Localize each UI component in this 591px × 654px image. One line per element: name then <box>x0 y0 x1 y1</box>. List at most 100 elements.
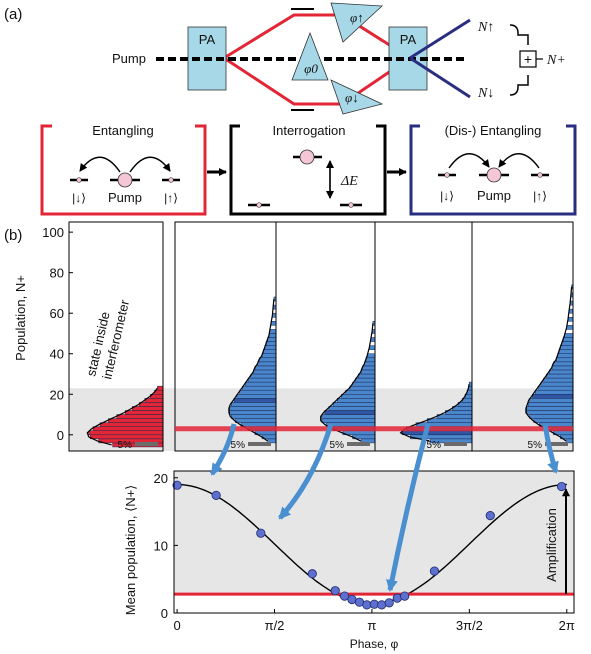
data-point <box>256 528 266 538</box>
dis-left-state: |↓⟩ <box>440 189 454 203</box>
scatter-xlabel: Phase, φ <box>350 637 399 651</box>
histogram-bar <box>560 345 574 350</box>
disentangling-box: (Dis-) Entangling |↓⟩ Pump |↑⟩ <box>409 123 577 216</box>
y-tick-label: 0 <box>57 428 64 443</box>
upper-arm <box>223 13 411 60</box>
scatter-frame <box>173 470 575 614</box>
pointer-arrow-2 <box>278 423 334 520</box>
data-point <box>400 591 410 601</box>
histogram-bar <box>131 406 164 411</box>
histogram-bar <box>264 345 277 350</box>
n-plus-label: N+ <box>546 53 566 68</box>
phi-down-prism <box>330 79 384 115</box>
x-tick-label: 2π <box>559 618 575 633</box>
histogram-bar <box>415 422 473 427</box>
pointer-arrow-4 <box>542 423 559 474</box>
pa-left-label: PA <box>199 32 216 47</box>
plus-sign: + <box>524 51 532 67</box>
histogram-bar <box>567 316 574 322</box>
histogram-bar <box>534 389 574 395</box>
mean-population-plot: 0 π/2 π 3π/2 2π 0 10 20 Phase, φ Mean population,… <box>123 470 575 651</box>
phi-down-label: φ↓ <box>345 90 359 105</box>
y-tick-label: 100 <box>42 225 64 240</box>
histogram-bar <box>268 333 277 338</box>
entangling-left-state: |↓⟩ <box>72 191 86 205</box>
histogram-bar <box>235 418 277 423</box>
data-point <box>172 480 182 490</box>
histogram-bar <box>124 410 164 415</box>
histogram-bar <box>360 369 376 375</box>
histogram-bar <box>116 414 164 419</box>
histogram-bar <box>247 377 277 383</box>
interferometer: PA PA Pump φ0 φ↑ φ↓ + N↑ N↓ N+ <box>112 2 566 115</box>
x-tick-label: π/2 <box>265 618 285 633</box>
interrogation-box: Interrogation ΔE <box>229 123 387 216</box>
histogram-bar <box>325 422 376 427</box>
entangling-title: Entangling <box>92 123 153 138</box>
histogram-bar <box>233 398 277 403</box>
histogram-bar <box>457 402 473 407</box>
distribution-fit <box>228 298 275 442</box>
histogram-3: 5% <box>275 221 376 452</box>
data-point <box>556 481 567 492</box>
scale-label: 5% <box>427 440 442 451</box>
histogram-bar <box>345 389 376 395</box>
data-point <box>339 591 350 601</box>
panel-a-label: (a) <box>4 6 22 23</box>
histogram-bar <box>230 402 277 407</box>
histogram-bar <box>324 410 376 415</box>
pointer-arrows <box>209 423 559 592</box>
phi-up-prism <box>330 2 383 43</box>
histogram-bar <box>230 414 277 419</box>
histogram-bar <box>401 430 473 436</box>
scale-label: 5% <box>118 440 133 451</box>
histogram-bar <box>537 385 574 391</box>
histogram-bar <box>236 394 277 399</box>
histogram-bar <box>540 381 574 387</box>
histogram-bar <box>352 381 376 387</box>
histogram-bar <box>242 385 277 391</box>
histogram-bar <box>543 377 574 383</box>
histogram-bar <box>257 361 277 367</box>
histogram-bar <box>265 341 277 346</box>
histogram-bar <box>561 341 574 346</box>
histogram-bar <box>250 373 277 379</box>
disentangling-title: (Dis-) Entangling <box>445 123 542 138</box>
histogram-bar <box>529 398 574 403</box>
histogram-bar <box>321 418 376 423</box>
histogram-bar <box>558 349 574 354</box>
dis-right-state: |↑⟩ <box>533 189 547 203</box>
histogram-bar <box>258 357 277 363</box>
histogram-bar <box>328 406 376 411</box>
y-tick-label: 0 <box>161 606 168 621</box>
histogram-bar <box>355 377 376 383</box>
histogram-bar <box>555 357 574 363</box>
histogram-bar <box>144 398 164 403</box>
histogram-bar <box>332 402 376 407</box>
histogram-bar <box>108 418 164 423</box>
data-point <box>485 511 495 521</box>
lower-arm <box>223 56 411 106</box>
detector-up-shape <box>509 24 529 45</box>
n-up-label: N↑ <box>477 20 494 35</box>
histogram-bar <box>267 337 277 342</box>
y-tick-label: 10 <box>154 538 168 553</box>
distribution-fit <box>320 323 374 442</box>
interrogation-title: Interrogation <box>273 123 346 138</box>
histogram-bar <box>336 398 376 403</box>
histogram-bar <box>527 402 574 407</box>
histogram-panels: 5% 5% 5% 5% 5% 0 20 40 60 80 100 Population, N+ <box>13 221 574 452</box>
histogram-bar <box>557 353 574 359</box>
histogram-bar <box>564 333 574 338</box>
y-tick-label: 20 <box>50 387 64 402</box>
histogram-bar <box>532 394 574 399</box>
histogram-5: 5% <box>471 221 574 452</box>
histogram-bar <box>445 410 473 415</box>
histogram-bar <box>341 394 376 399</box>
data-point <box>211 490 221 500</box>
entangling-pump: Pump <box>108 190 142 205</box>
distribution-fit <box>525 286 573 442</box>
x-tick-label: 3π/2 <box>456 618 483 633</box>
panel-b-label: (b) <box>4 227 22 244</box>
